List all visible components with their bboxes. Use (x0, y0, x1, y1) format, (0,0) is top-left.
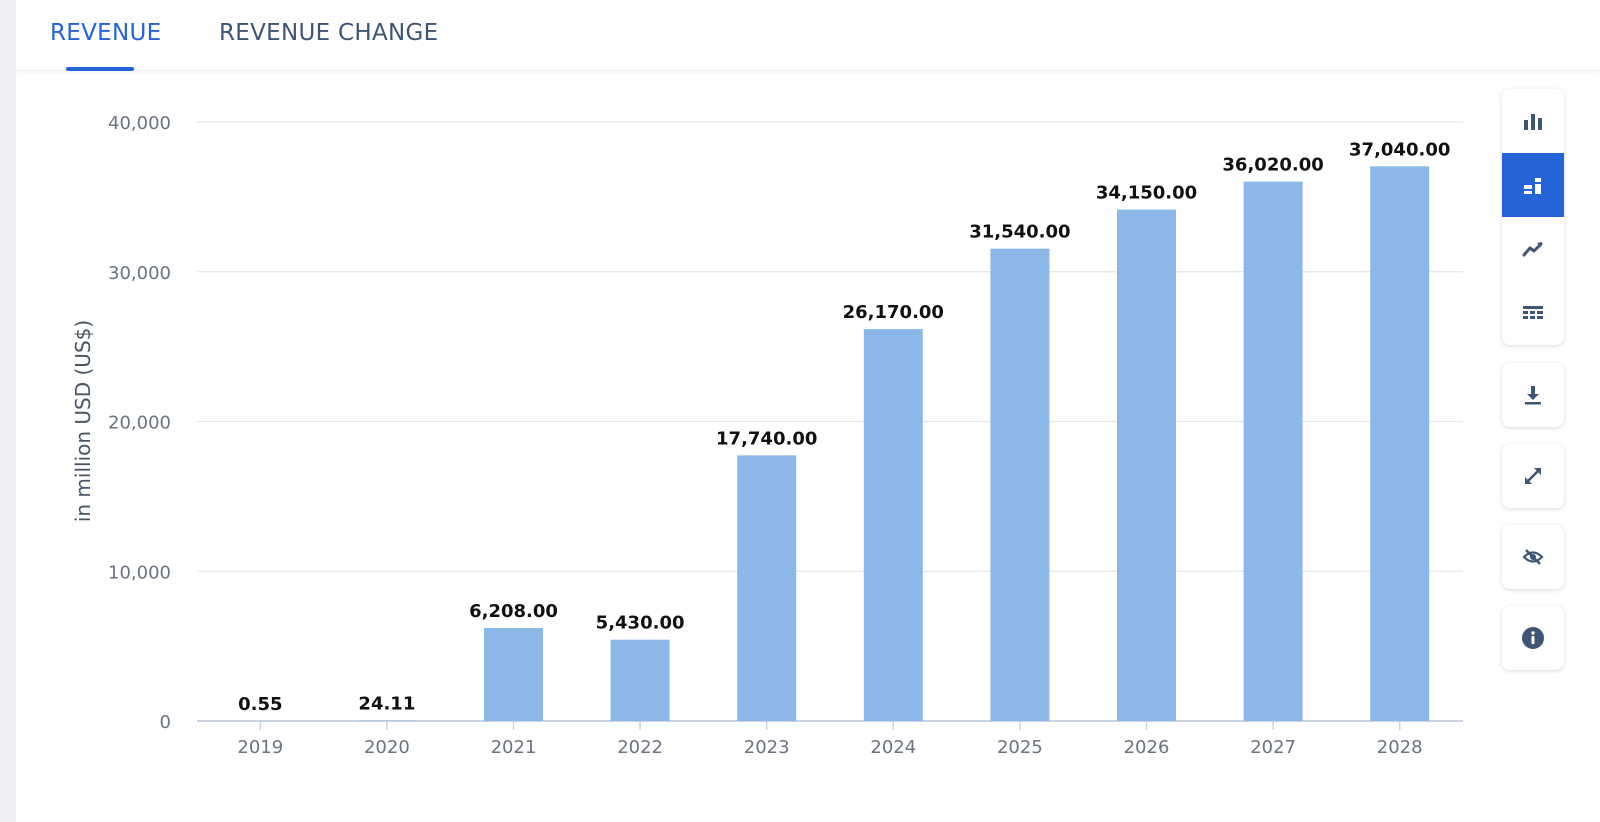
data-label: 37,040.00 (1349, 139, 1450, 160)
table-icon (1523, 306, 1543, 319)
tab-revenue[interactable]: REVENUE (50, 20, 162, 46)
x-tick-label: 2022 (617, 737, 663, 758)
data-label: 34,150.00 (1096, 183, 1197, 204)
bar-chart-labeled-button[interactable] (1502, 153, 1564, 217)
fullscreen-icon (1525, 468, 1541, 484)
x-tick-label: 2019 (237, 737, 283, 758)
data-label: 0.55 (238, 694, 282, 715)
info-button[interactable] (1502, 606, 1564, 670)
x-tick-label: 2021 (491, 737, 537, 758)
x-tick-label: 2023 (744, 737, 790, 758)
bar (484, 628, 543, 721)
data-label: 24.11 (358, 694, 415, 715)
x-tick-label: 2028 (1377, 737, 1423, 758)
line-chart-icon (1522, 242, 1543, 257)
x-tick-label: 2020 (364, 737, 410, 758)
x-tick-label: 2026 (1124, 737, 1170, 758)
hide-button[interactable] (1502, 525, 1564, 589)
bar (737, 455, 797, 721)
bar (610, 639, 670, 721)
fullscreen-button[interactable] (1502, 444, 1564, 508)
tab-revenue-change[interactable]: REVENUE CHANGE (219, 20, 439, 46)
data-label: 31,540.00 (969, 222, 1070, 243)
bar (1117, 209, 1176, 721)
hide-icon (1522, 549, 1544, 565)
y-tick-label: 30,000 (108, 263, 171, 284)
y-tick-label: 10,000 (108, 562, 171, 583)
download-button[interactable] (1502, 363, 1564, 427)
line-chart-button[interactable] (1502, 217, 1564, 281)
active-tab-indicator (66, 67, 134, 71)
y-tick-label: 0 (160, 712, 171, 733)
y-axis-label: in million USD (US$) (71, 320, 95, 522)
bar (1370, 166, 1430, 722)
data-label: 26,170.00 (843, 302, 944, 323)
info-toolbar (1502, 606, 1564, 670)
bar (990, 248, 1050, 721)
bar-chart-button[interactable] (1502, 89, 1564, 153)
bar-chart-labeled-icon (1524, 178, 1541, 194)
data-label: 36,020.00 (1222, 155, 1323, 176)
info-icon (1522, 627, 1544, 649)
chart-type-toolbar (1502, 89, 1564, 345)
download-toolbar (1502, 363, 1564, 427)
data-label: 17,740.00 (716, 428, 817, 449)
x-tick-label: 2027 (1250, 737, 1296, 758)
y-tick-label: 40,000 (108, 113, 171, 134)
data-label: 5,430.00 (596, 613, 685, 634)
data-label: 6,208.00 (469, 601, 558, 622)
tab-bar: REVENUE REVENUE CHANGE (16, 0, 1600, 71)
chart-card: REVENUE REVENUE CHANGE (16, 0, 1600, 822)
table-view-button[interactable] (1502, 281, 1564, 345)
y-tick-label: 20,000 (108, 413, 171, 434)
revenue-bar-chart: 0 10,000 20,000 30,000 40,000 in million USD … (71, 113, 1463, 758)
bar (1243, 181, 1303, 722)
x-tick-label: 2024 (870, 737, 916, 758)
bar-chart-icon (1524, 114, 1542, 130)
x-tick-label: 2025 (997, 737, 1043, 758)
hide-toolbar (1502, 525, 1564, 589)
fullscreen-toolbar (1502, 444, 1564, 508)
download-icon (1525, 386, 1541, 405)
bar (863, 329, 923, 721)
